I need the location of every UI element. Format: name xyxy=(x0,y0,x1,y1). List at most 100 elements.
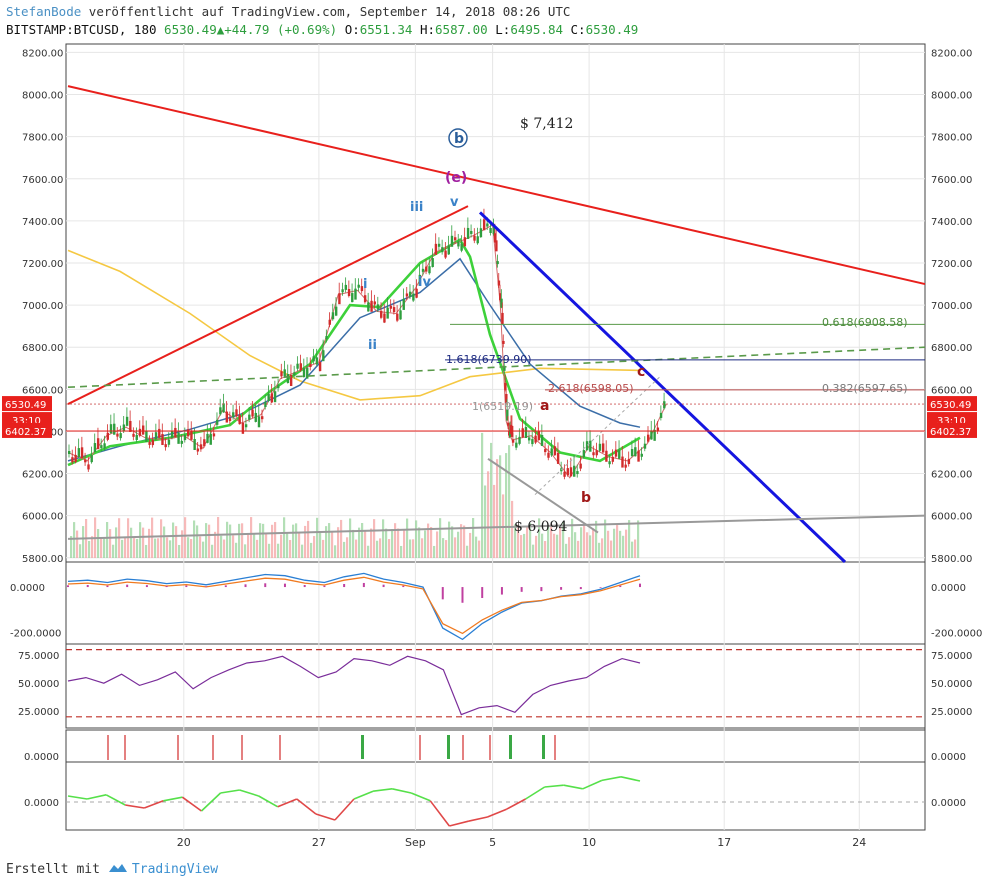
candle-body xyxy=(531,439,534,445)
candle-body xyxy=(524,427,528,439)
candle-body xyxy=(466,227,470,239)
candle-body xyxy=(334,306,338,316)
red-trendline-top xyxy=(67,85,926,286)
candle-body xyxy=(206,433,209,443)
osc-segment xyxy=(277,798,298,808)
rsi-tick-left: 25.0000 xyxy=(18,707,59,718)
volume-bar xyxy=(508,445,511,558)
osc-segment xyxy=(258,795,279,808)
candle-body xyxy=(376,304,380,310)
y-tick-label: 8200.00 xyxy=(931,48,972,59)
candle-body xyxy=(325,336,328,340)
volume-bar xyxy=(202,541,205,558)
candle-body xyxy=(103,443,106,449)
candle-body xyxy=(164,444,167,448)
candle-body xyxy=(187,429,190,437)
annotation-label: $ 7,412 xyxy=(520,116,573,132)
volume-bar xyxy=(301,544,304,558)
candle-body xyxy=(624,464,627,468)
candle-body xyxy=(354,288,357,300)
annotation-label: ii xyxy=(368,338,377,353)
candle-body xyxy=(463,237,467,247)
last-price: 6530.49 xyxy=(164,22,217,37)
y-tick-label: 7800.00 xyxy=(931,133,972,144)
wave-b-circle xyxy=(448,128,468,148)
volume-bar xyxy=(238,523,241,558)
candle-body xyxy=(540,434,544,446)
candle-body xyxy=(199,444,203,450)
volume-bar xyxy=(568,537,571,558)
volume-bar xyxy=(634,539,637,558)
volume-bar xyxy=(436,531,439,558)
price-badge-right-label: 6530.49 xyxy=(930,400,971,411)
candle-body xyxy=(328,319,331,325)
volume-bar xyxy=(250,517,253,558)
candle-body xyxy=(116,433,119,437)
signal-line xyxy=(67,576,641,635)
volume-bar xyxy=(319,531,322,558)
candle-body xyxy=(183,435,187,441)
volume-bar xyxy=(208,524,211,558)
y-tick-label: 8000.00 xyxy=(931,91,972,102)
volume-bar xyxy=(130,527,133,558)
osc-segment xyxy=(334,798,355,821)
candle-body xyxy=(637,450,640,462)
candle-body xyxy=(573,465,576,477)
volume-bar xyxy=(331,531,334,558)
candle-body xyxy=(96,438,100,450)
author-link[interactable]: StefanBode xyxy=(6,4,82,19)
candle-body xyxy=(344,284,348,290)
price-change: +44.79 (+0.69%) xyxy=(224,22,338,37)
candle-body xyxy=(621,456,624,468)
candle-body xyxy=(497,280,501,286)
volume-bar xyxy=(97,529,100,558)
volume-bar xyxy=(580,527,583,558)
volume-bar xyxy=(373,519,376,558)
candle-body xyxy=(434,243,438,255)
signal-green-bar xyxy=(447,735,450,759)
blue-trendline xyxy=(478,211,847,564)
candle-body xyxy=(331,312,335,320)
volume-bar xyxy=(262,523,265,558)
candle-body xyxy=(614,449,618,457)
tradingview-link[interactable]: TradingView xyxy=(131,862,219,877)
volume-bar xyxy=(172,522,175,558)
pane-frame xyxy=(65,561,926,645)
candle-body xyxy=(212,433,216,437)
candle-body xyxy=(380,310,383,318)
volume-bar xyxy=(541,533,544,558)
candle-body xyxy=(601,443,605,453)
volume-bar xyxy=(259,523,262,558)
candle-body xyxy=(447,245,450,255)
volume-bar xyxy=(406,518,409,558)
candle-body xyxy=(71,457,74,463)
candle-body xyxy=(129,420,132,432)
volume-bar xyxy=(610,540,613,558)
candle-body xyxy=(582,450,586,458)
volume-bar xyxy=(178,544,181,558)
candle-body xyxy=(489,227,492,233)
volume-bar xyxy=(175,526,178,558)
candle-body xyxy=(109,424,113,434)
volume-bar xyxy=(274,522,277,558)
volume-bar xyxy=(106,522,109,558)
volume-bar xyxy=(631,541,634,558)
candle-body xyxy=(611,456,615,462)
y-tick-label-left: 6800.00 xyxy=(22,343,63,354)
candle-body xyxy=(315,357,319,365)
volume-bar xyxy=(637,520,640,558)
candle-body xyxy=(605,450,608,462)
candle-body xyxy=(193,439,196,451)
osc-segment xyxy=(143,800,164,809)
x-tick-label: 20 xyxy=(177,836,191,849)
annotation-label: iv xyxy=(418,275,431,290)
candle-body xyxy=(241,422,245,434)
candle-body xyxy=(653,429,656,441)
candle-body xyxy=(154,432,158,440)
candle-body xyxy=(363,295,367,303)
osc-segment xyxy=(410,792,431,802)
candle-body xyxy=(119,433,122,439)
candle-body xyxy=(100,445,103,449)
candle-body xyxy=(505,394,508,404)
volume-bar xyxy=(211,544,214,558)
